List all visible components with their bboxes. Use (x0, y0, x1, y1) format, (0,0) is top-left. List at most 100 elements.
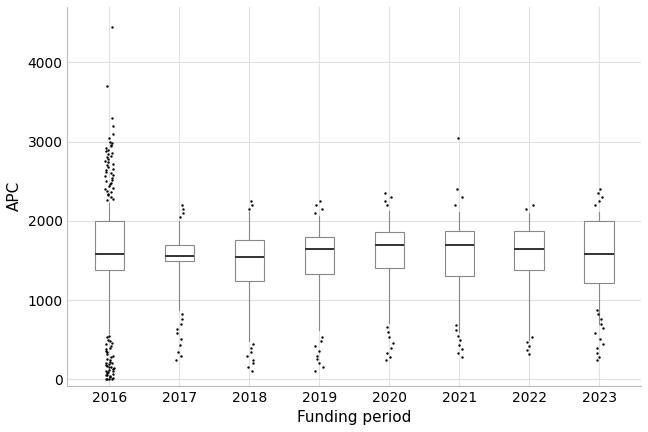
Point (310, 343, 320, 349)
Point (315, 197, 325, 204)
Point (177, 202, 187, 209)
Point (520, 206, 531, 213)
Point (101, 346, 111, 353)
Point (598, 324, 608, 331)
Point (385, 354, 395, 361)
Point (102, 154, 113, 161)
Point (452, 186, 463, 193)
Point (100, 145, 111, 152)
Point (597, 340, 608, 347)
Point (178, 206, 188, 213)
Point (594, 197, 604, 204)
Point (454, 342, 464, 349)
Point (107, 23, 117, 30)
Point (100, 168, 111, 175)
Point (104, 366, 115, 373)
Point (108, 365, 118, 372)
Point (457, 194, 468, 200)
Point (595, 186, 605, 193)
Point (248, 341, 258, 348)
Point (106, 364, 117, 371)
Point (594, 354, 605, 361)
Point (106, 189, 117, 196)
Point (100, 178, 111, 185)
Point (104, 134, 114, 141)
Point (108, 122, 119, 129)
Point (170, 357, 181, 364)
Point (101, 350, 111, 357)
Point (522, 346, 532, 353)
Point (173, 348, 183, 355)
Point (456, 354, 467, 361)
Point (592, 357, 603, 364)
Point (106, 340, 117, 346)
Point (380, 197, 391, 204)
Point (106, 152, 116, 159)
Point (106, 141, 116, 148)
Point (102, 187, 113, 194)
Point (102, 192, 113, 199)
Point (314, 347, 324, 354)
Point (100, 167, 111, 174)
Point (106, 194, 116, 200)
Point (108, 130, 119, 137)
Bar (584, 221, 614, 283)
Point (176, 321, 187, 327)
Bar (515, 231, 544, 270)
Point (590, 330, 600, 337)
Point (105, 359, 115, 365)
Point (172, 325, 183, 332)
Point (108, 195, 118, 202)
Point (177, 311, 187, 318)
Point (104, 375, 114, 382)
Point (176, 353, 186, 360)
Point (106, 143, 117, 150)
Point (242, 353, 252, 360)
Point (244, 206, 254, 213)
Point (108, 172, 118, 178)
Point (246, 197, 257, 204)
Point (382, 349, 392, 356)
Point (100, 341, 111, 348)
Point (174, 342, 185, 349)
Point (451, 322, 461, 329)
Point (108, 374, 119, 381)
Point (104, 332, 114, 339)
Point (102, 349, 113, 356)
Point (310, 367, 320, 374)
Point (108, 352, 118, 359)
Point (595, 335, 605, 342)
Point (100, 359, 111, 366)
Point (102, 355, 113, 362)
Point (105, 357, 115, 364)
Point (382, 324, 393, 330)
Point (105, 374, 115, 381)
Point (106, 343, 116, 349)
Point (102, 162, 112, 169)
Point (380, 190, 391, 197)
Point (102, 372, 112, 379)
Point (100, 157, 111, 164)
Point (106, 140, 117, 147)
Point (104, 361, 114, 368)
Point (105, 338, 115, 345)
Point (177, 316, 187, 323)
Point (102, 334, 113, 341)
Point (102, 197, 113, 204)
Bar (235, 240, 264, 282)
Point (106, 354, 116, 361)
Point (316, 206, 327, 213)
Point (102, 83, 113, 89)
Point (247, 202, 257, 209)
Point (102, 362, 112, 369)
Point (246, 349, 257, 356)
Point (524, 350, 534, 357)
Point (108, 149, 118, 156)
Point (248, 360, 259, 367)
Point (312, 352, 322, 359)
Point (108, 165, 118, 172)
Point (107, 176, 117, 183)
Point (592, 345, 602, 352)
Point (107, 114, 117, 121)
Point (105, 138, 115, 145)
